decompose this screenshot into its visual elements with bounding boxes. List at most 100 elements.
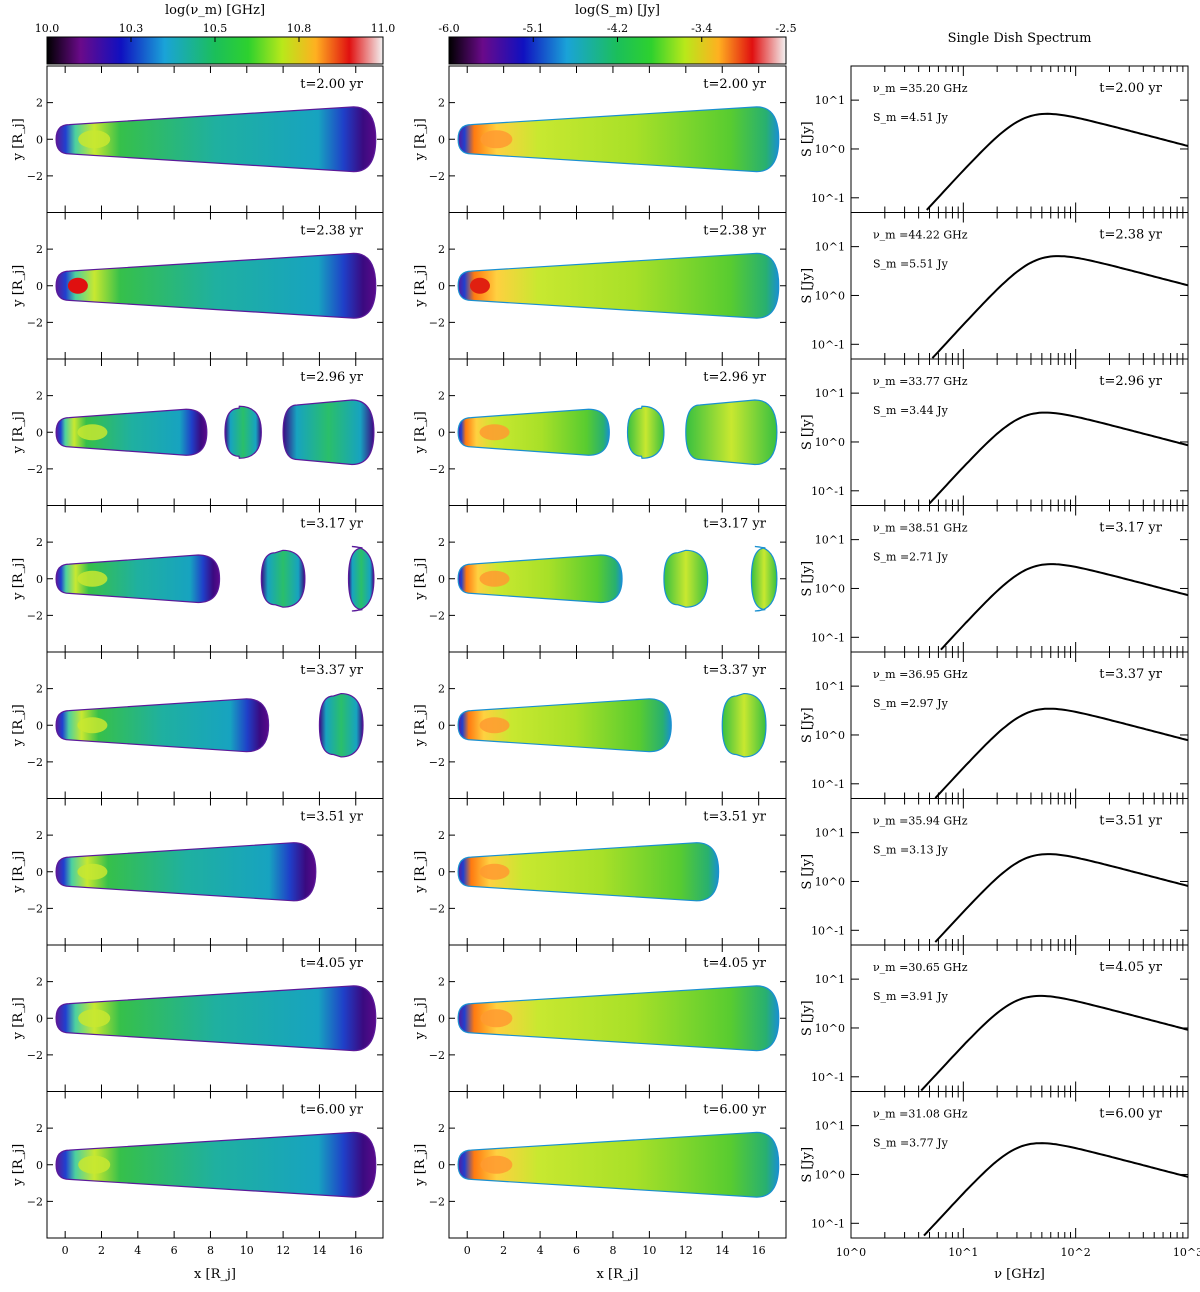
y-tick-label: −2 — [429, 316, 445, 329]
time-label: t=2.96 yr — [300, 370, 364, 385]
y-tick-label: −2 — [429, 902, 445, 915]
spectrum-curve — [926, 112, 1189, 211]
jet-component — [347, 545, 375, 612]
y-tick-label: 10^1 — [815, 387, 845, 400]
x-tick-label: 14 — [312, 1244, 326, 1257]
y-tick-label: 2 — [36, 390, 43, 403]
y-axis-label: y [R_j] — [11, 265, 26, 308]
y-axis-label: S [Jy] — [800, 561, 815, 597]
y-tick-label: 10^-1 — [811, 485, 845, 498]
jet-component — [457, 408, 610, 456]
s-m-label: S_m =3.91 Jy — [873, 990, 949, 1003]
y-tick-label: 10^1 — [815, 827, 845, 840]
y-tick-label: −2 — [429, 463, 445, 476]
y-axis-label: S [Jy] — [800, 268, 815, 304]
y-tick-label: 10^0 — [815, 143, 845, 156]
spectrum-panel-row-7: 10^1 10^0 10^-1 ν_m =30.65 GHz S_m =3.91 Jy t… — [800, 944, 1189, 1092]
y-tick-label: −2 — [27, 1195, 43, 1208]
s-m-label: S_m =3.13 Jy — [873, 844, 949, 857]
y-tick-label: −2 — [27, 463, 43, 476]
spectrum-panel-row-4: 10^1 10^0 10^-1 ν_m =38.51 GHz S_m =2.71 Jy t… — [800, 505, 1189, 653]
y-tick-label: 0 — [36, 719, 43, 732]
y-axis-label: y [R_j] — [11, 118, 26, 161]
nu-m-label: ν_m =44.22 GHz — [873, 229, 968, 242]
colorbar-label: log(ν_m) [GHz] — [165, 3, 265, 18]
x-tick-label: 12 — [276, 1244, 290, 1257]
spectrum-panel-row-6: 10^1 10^0 10^-1 ν_m =35.94 GHz S_m =3.13 Jy t… — [800, 798, 1189, 946]
spectrum-panel-row-5: 10^1 10^0 10^-1 ν_m =36.95 GHz S_m =2.97 Jy t… — [800, 651, 1189, 799]
y-tick-label: −2 — [27, 609, 43, 622]
x-tick-label: 10 — [240, 1244, 254, 1257]
s-m-label: S_m =3.44 Jy — [873, 404, 949, 417]
core-glow — [77, 570, 108, 587]
spectrum-curve — [920, 994, 1189, 1092]
x-tick-label: 10^0 — [836, 1246, 866, 1259]
spectrum-panel-row-2: 10^1 10^0 10^-1 ν_m =44.22 GHz S_m =5.51 Jy t… — [800, 212, 1189, 360]
map-panel-2-row-3: 2 0 −2y [R_j] t=2.96 yr — [413, 358, 787, 506]
y-axis-label: S [Jy] — [800, 1000, 815, 1036]
y-tick-label: 10^1 — [815, 241, 845, 254]
y-tick-label: 10^0 — [815, 729, 845, 742]
nu-m-label: ν_m =35.20 GHz — [873, 82, 968, 95]
y-tick-label: 2 — [438, 683, 445, 696]
jet-component — [663, 549, 709, 608]
map-panel-1-row-4: 2 0 −2y [R_j] t=3.17 yr — [11, 505, 384, 653]
y-tick-label: 2 — [438, 243, 445, 256]
colorbar-label: log(S_m) [Jy] — [575, 3, 660, 18]
time-label: t=3.51 yr — [703, 810, 767, 825]
x-tick-label: 8 — [207, 1244, 214, 1257]
map-panel-2-row-7: 2 0 −2y [R_j] t=4.05 yr — [413, 944, 787, 1092]
colorbar-2: log(S_m) [Jy] -6.0 -5.1 -4.2 -3.4 -2.5 — [438, 3, 797, 65]
time-label: t=2.38 yr — [300, 224, 364, 239]
colorbar-tick-label: 11.0 — [371, 22, 396, 35]
jet-component — [224, 405, 262, 459]
colorbar-tick-label: 10.3 — [119, 22, 144, 35]
y-axis-label: y [R_j] — [413, 411, 428, 454]
y-tick-label: 2 — [36, 243, 43, 256]
spectrum-frame — [850, 212, 1189, 360]
y-tick-label: 10^0 — [815, 1168, 845, 1181]
jet-component — [626, 405, 665, 459]
time-label: t=3.51 yr — [1099, 814, 1163, 829]
y-tick-label: 10^1 — [815, 534, 845, 547]
y-tick-label: 0 — [36, 280, 43, 293]
time-label: t=6.00 yr — [703, 1103, 767, 1118]
jet-component — [457, 106, 780, 173]
y-tick-label: 10^1 — [815, 973, 845, 986]
colorbar-tick-label: -6.0 — [438, 22, 459, 35]
spectrum-frame — [850, 1091, 1189, 1239]
y-tick-label: 0 — [36, 1159, 43, 1172]
y-tick-label: 10^0 — [815, 582, 845, 595]
y-tick-label: 2 — [36, 97, 43, 110]
y-tick-label: 10^-1 — [811, 1217, 845, 1230]
jet-component — [457, 842, 720, 902]
spectrum-panel-row-1: 10^1 10^0 10^-1 ν_m =35.20 GHz S_m =4.51 Jy t… — [800, 65, 1189, 213]
spectrum-curve — [931, 255, 1189, 359]
core-glow — [480, 130, 513, 149]
y-tick-label: −2 — [27, 170, 43, 183]
jet-component — [260, 549, 306, 608]
x-tick-label: 0 — [464, 1244, 471, 1257]
y-tick-label: 0 — [438, 1012, 445, 1025]
s-m-label: S_m =2.97 Jy — [873, 697, 949, 710]
map-panel-1-row-2: 2 0 −2y [R_j] t=2.38 yr — [11, 212, 384, 360]
jet-component — [55, 408, 208, 456]
x-tick-label: 10^3 — [1173, 1246, 1200, 1259]
map-panel-1-row-7: 2 0 −2y [R_j] t=4.05 yr — [11, 944, 384, 1092]
map-panel-2-row-1: 2 0 −2y [R_j] t=2.00 yr — [413, 65, 787, 213]
y-axis-label: S [Jy] — [800, 1147, 815, 1183]
map-panel-2-row-4: 2 0 −2y [R_j] t=3.17 yr — [413, 505, 787, 653]
time-label: t=2.96 yr — [703, 370, 767, 385]
time-label: t=3.17 yr — [1099, 521, 1163, 536]
jet-component — [55, 985, 377, 1052]
time-label: t=3.37 yr — [300, 663, 364, 678]
y-tick-label: 0 — [438, 866, 445, 879]
spectrum-frame — [850, 358, 1189, 506]
time-label: t=4.05 yr — [703, 956, 767, 971]
colorbar-gradient — [448, 36, 787, 65]
jet-component — [55, 252, 377, 319]
y-tick-label: 10^-1 — [811, 1071, 845, 1084]
colorbar-tick-label: 10.0 — [35, 22, 60, 35]
jet-component — [685, 399, 778, 466]
